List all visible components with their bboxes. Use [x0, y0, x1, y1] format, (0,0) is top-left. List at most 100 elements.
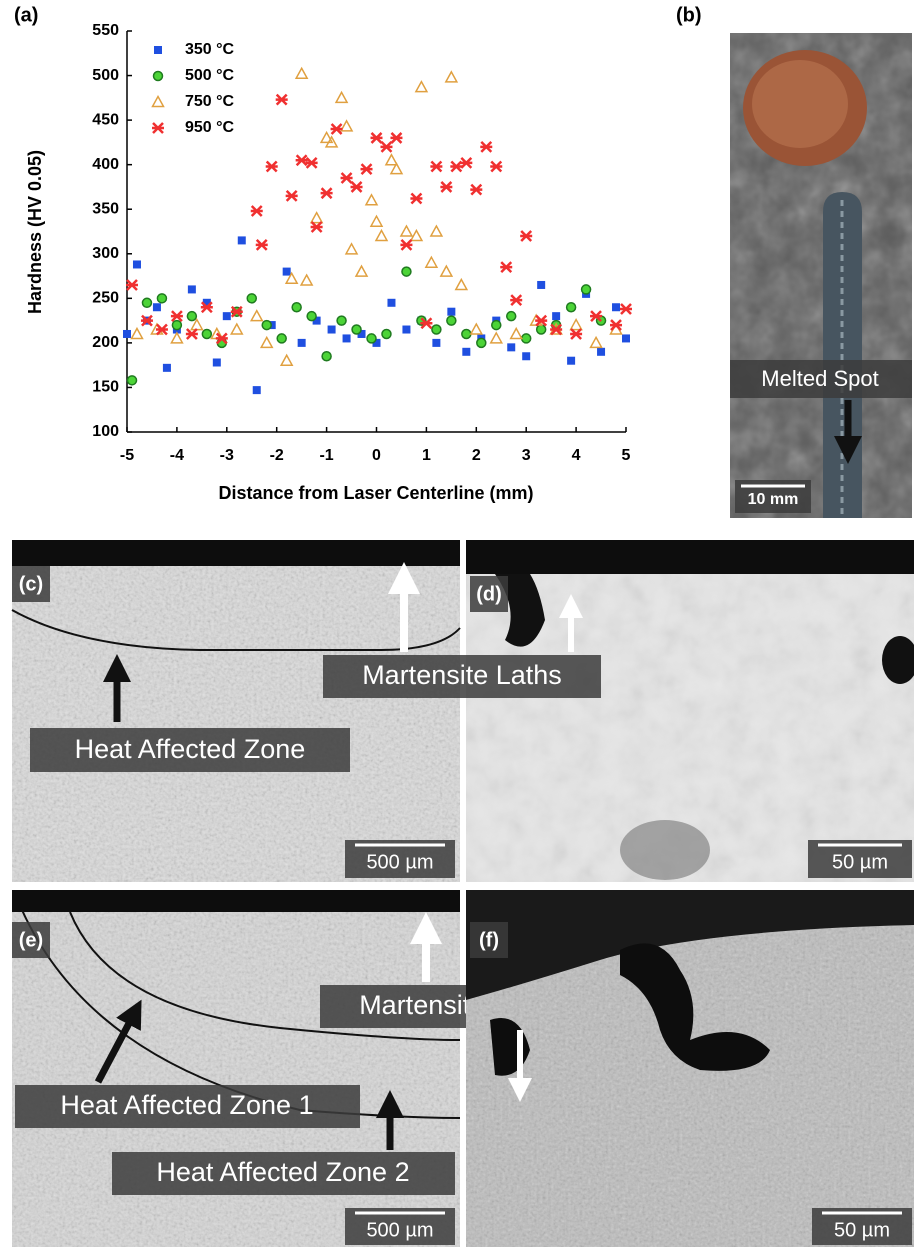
point [522, 334, 531, 343]
point [306, 158, 318, 168]
point [256, 240, 268, 250]
point [337, 316, 346, 325]
point [552, 312, 560, 320]
y-tick-label: 500 [92, 67, 119, 84]
point [510, 295, 522, 305]
point [597, 348, 605, 356]
panel-label: (b) [676, 4, 702, 26]
point [460, 158, 472, 168]
point [188, 285, 196, 293]
point [382, 329, 391, 338]
scale-bar-label: 50 µm [834, 1219, 890, 1241]
point [301, 275, 312, 285]
point [401, 226, 412, 236]
point [492, 321, 501, 330]
x-tick-label: -2 [270, 447, 284, 464]
point [266, 161, 278, 171]
point [172, 321, 181, 330]
point [238, 236, 246, 244]
x-tick-label: 5 [622, 447, 631, 464]
point [480, 142, 492, 152]
point [491, 333, 502, 343]
point [292, 303, 301, 312]
point [356, 266, 367, 276]
point [507, 343, 515, 351]
point [336, 92, 347, 102]
point [416, 82, 427, 92]
point [163, 364, 171, 372]
point [322, 352, 331, 361]
x-tick-label: -1 [319, 447, 333, 464]
point [133, 260, 141, 268]
micrograph-f: (f) 50 µm [466, 890, 914, 1247]
legend-marker [152, 123, 164, 133]
scale-bar-label: 500 µm [366, 851, 433, 873]
y-tick-label: 300 [92, 245, 119, 262]
point [253, 386, 261, 394]
legend-marker [154, 72, 163, 81]
point [477, 338, 486, 347]
figure: (a) 100150200250300350400450500550-5-4-3… [0, 0, 914, 1247]
plot-area: 100150200250300350400450500550-5-4-3-2-1… [92, 22, 632, 464]
point [187, 312, 196, 321]
point [410, 194, 422, 204]
panel-label: (e) [19, 929, 43, 951]
point [440, 182, 452, 192]
point [591, 337, 602, 347]
point [123, 330, 131, 338]
point [402, 326, 410, 334]
point [276, 95, 288, 105]
point [127, 376, 136, 385]
point [223, 312, 231, 320]
point [367, 334, 376, 343]
y-tick-label: 400 [92, 156, 119, 173]
legend-marker [153, 97, 164, 107]
point [231, 324, 242, 334]
point [321, 188, 333, 198]
point [582, 285, 591, 294]
annotation: Heat Affected Zone 2 [156, 1157, 409, 1187]
point [331, 124, 343, 134]
y-tick-label: 550 [92, 22, 119, 39]
point [346, 244, 357, 254]
point [352, 325, 361, 334]
y-tick-label: 200 [92, 334, 119, 351]
annotation: Melted Spot [761, 366, 878, 391]
y-tick-label: 450 [92, 111, 119, 128]
legend-label: 350 °C [185, 41, 235, 58]
point [343, 334, 351, 342]
y-tick-label: 100 [92, 423, 119, 440]
point [341, 121, 352, 131]
point [131, 328, 142, 338]
y-tick-label: 250 [92, 290, 119, 307]
x-axis-title: Distance from Laser Centerline (mm) [218, 483, 533, 503]
point [307, 312, 316, 321]
point [262, 321, 271, 330]
x-tick-label: 3 [522, 447, 531, 464]
point [431, 226, 442, 236]
point [511, 328, 522, 338]
scale-bar-label: 10 mm [748, 491, 799, 508]
point [213, 358, 221, 366]
point [446, 72, 457, 82]
point [571, 320, 582, 330]
panel-label: (a) [14, 4, 38, 26]
point [447, 316, 456, 325]
point [328, 326, 336, 334]
point [153, 303, 161, 311]
scale-bar-label: 50 µm [832, 851, 888, 873]
point [202, 329, 211, 338]
point [537, 281, 545, 289]
panel-label: (f) [479, 929, 499, 951]
legend-marker [154, 46, 162, 54]
x-tick-label: 2 [472, 447, 481, 464]
photo-b: Melted Spot 10 mm [730, 33, 912, 518]
point [470, 185, 482, 195]
x-tick-label: -4 [170, 447, 184, 464]
x-tick-label: 0 [372, 447, 381, 464]
point [247, 294, 256, 303]
point [171, 333, 182, 343]
point [283, 268, 291, 276]
point [456, 279, 467, 289]
point [402, 267, 411, 276]
